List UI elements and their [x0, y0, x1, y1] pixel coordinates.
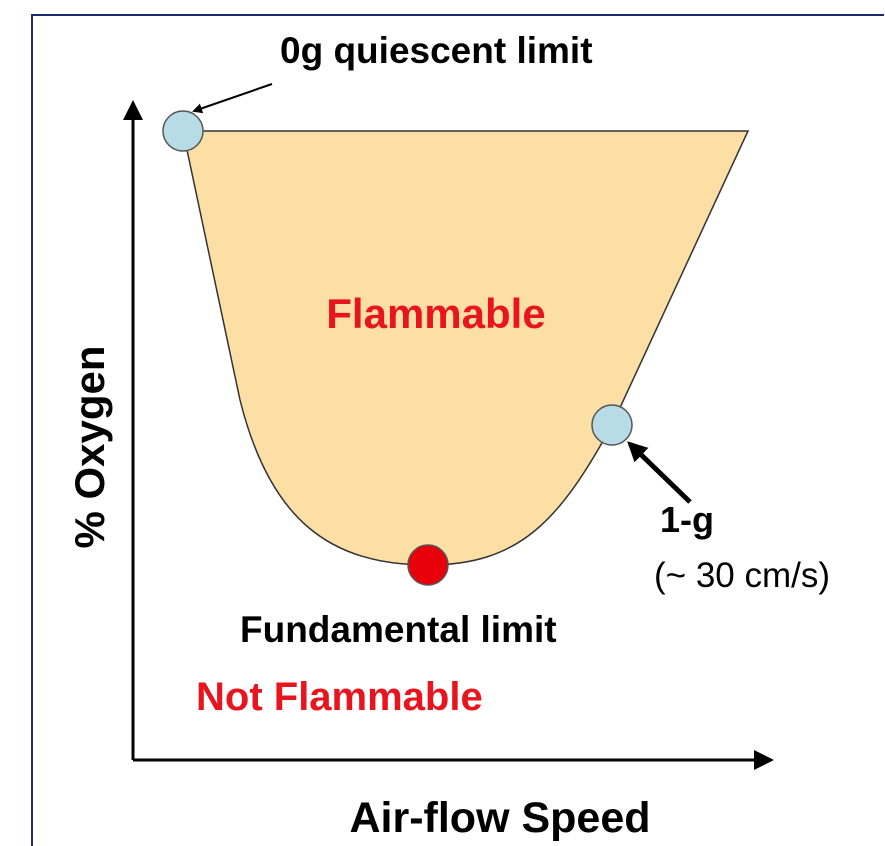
label: Fundamental limit [240, 609, 557, 650]
one-g-point [591, 404, 633, 446]
quiescent-point [162, 110, 204, 152]
frame [31, 14, 884, 846]
arrow [192, 83, 273, 114]
label: Flammable [326, 290, 545, 337]
label: Not Flammable [196, 675, 483, 719]
fundamental-point [407, 544, 449, 586]
x-axis-label: Air-flow Speed [349, 794, 650, 842]
label: 1-g [660, 499, 714, 540]
label: (~ 30 cm/s) [654, 556, 830, 595]
label: 0g quiescent limit [280, 30, 593, 71]
y-axis-label: % Oxygen [66, 345, 113, 548]
arrow [627, 441, 692, 504]
